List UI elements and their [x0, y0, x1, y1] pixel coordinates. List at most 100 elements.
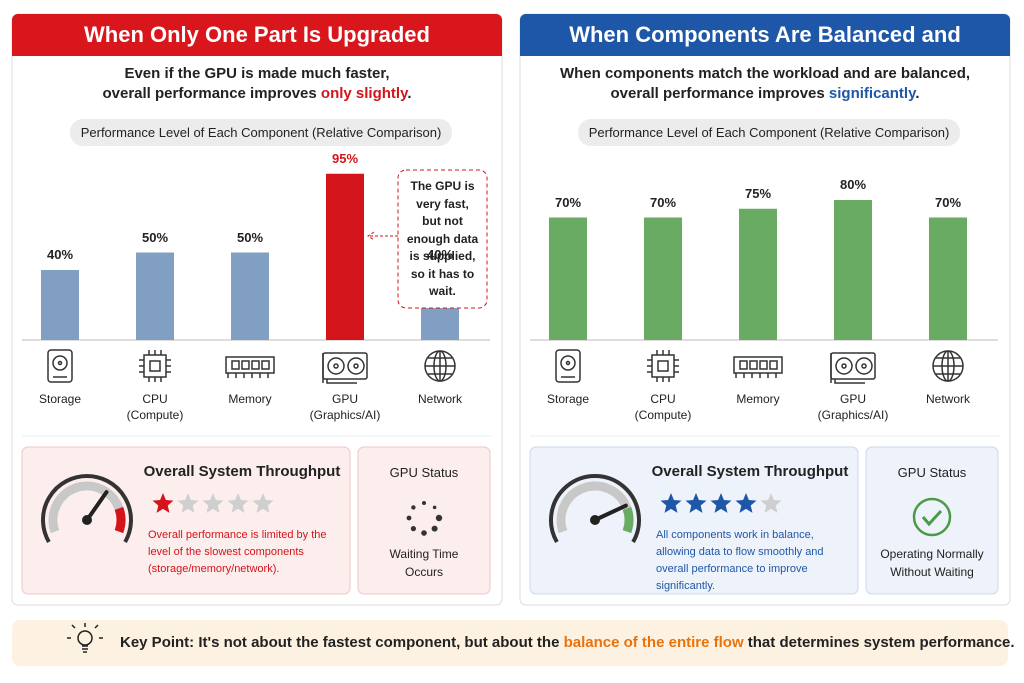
panel-header [520, 14, 1010, 56]
star [760, 493, 782, 513]
spinner-dot [432, 505, 437, 510]
chart-label: Performance Level of Each Component (Rel… [80, 125, 442, 140]
value-label: 50% [236, 229, 264, 245]
star [202, 493, 224, 513]
icon-part [347, 357, 365, 375]
category-label: Memory [736, 392, 780, 406]
icon-part [425, 351, 455, 381]
icon-part [227, 373, 269, 378]
annotation-arrow [367, 231, 398, 241]
value-label: 70% [554, 194, 582, 210]
subtitle-line: Even if the GPU is made much faster, [124, 65, 390, 82]
panel-title: When Only One Part Is Upgraded [84, 22, 430, 47]
text-span: . [407, 85, 412, 102]
spinner-dot [435, 514, 443, 522]
icon-part [769, 360, 778, 370]
summary-title: Overall System Throughput [143, 463, 341, 480]
icon-part [739, 360, 748, 370]
bar [739, 208, 777, 340]
icon-part [647, 350, 679, 382]
text-span: overall performance improves [610, 85, 829, 102]
category-label: GPU (Graphics/AI) [817, 392, 889, 422]
bulb [77, 630, 93, 646]
star [710, 493, 732, 513]
icon-part [353, 363, 359, 369]
icon-part [749, 360, 758, 370]
category-label: Storage [38, 392, 82, 406]
spinner-dot [422, 501, 426, 505]
bar [326, 173, 364, 340]
gauge-zone [556, 481, 632, 534]
icon-part [327, 357, 345, 375]
text-span: significantly [828, 85, 916, 102]
value-label: 80% [839, 177, 867, 192]
value-label: 40% [426, 247, 454, 262]
icon-part [735, 373, 777, 378]
status-text: Waiting Time Occurs [389, 547, 459, 579]
subtitle-line: When components match the workload and a… [559, 65, 971, 82]
icon-part [322, 353, 357, 384]
spinner-dot [410, 526, 416, 532]
key-point-label: Key Point: [120, 634, 195, 651]
component-icon [139, 350, 171, 382]
component-icon [733, 356, 783, 378]
bar [644, 217, 682, 340]
category-label: Storage [546, 392, 590, 406]
key-point-text: It's not about the fastest component, bu… [194, 634, 564, 651]
value-label: 70% [649, 194, 677, 210]
gauge-zone [114, 506, 126, 534]
status-title: GPU Status [897, 465, 967, 480]
icon-part [861, 363, 867, 369]
bar [929, 217, 967, 340]
check-circle [912, 497, 952, 537]
icon-part [225, 356, 275, 374]
icon-part [933, 351, 963, 381]
icon-part [841, 363, 847, 369]
component-icon [322, 352, 368, 384]
spinner-dot [406, 515, 412, 521]
chart-label: Performance Level of Each Component (Rel… [588, 125, 950, 140]
value-label: 70% [934, 194, 962, 210]
star [252, 493, 274, 513]
icon-part [835, 357, 853, 375]
spinner-dot [431, 525, 438, 532]
gauge-needle [593, 503, 628, 522]
key-point-box [12, 620, 1008, 666]
icon-part [139, 350, 171, 382]
value-label: 40% [46, 247, 74, 262]
gauge-hub [590, 515, 600, 525]
panel-header [12, 14, 502, 56]
icon-part [149, 360, 161, 372]
gauge-arc [41, 474, 133, 543]
summary-box [21, 446, 351, 595]
component-icon [47, 349, 73, 383]
status-text: Operating Normally Without Waiting [880, 547, 984, 579]
gauge-zone [48, 481, 124, 534]
icon-part [560, 355, 576, 371]
subtitle-line: overall performance improves only slight… [12, 85, 502, 102]
summary-title: Overall System Throughput [651, 463, 849, 480]
bulb-base [67, 623, 103, 653]
spinner-dot [421, 530, 427, 536]
star [660, 493, 682, 513]
annotation-box [397, 169, 488, 309]
bar [549, 217, 587, 340]
gauge-hub [82, 515, 92, 525]
component-icon [647, 350, 679, 382]
component-icon [424, 350, 456, 382]
icon-part [251, 360, 260, 370]
summary-text: All components work in balance, allowing… [656, 529, 824, 592]
icon-part [565, 360, 571, 366]
category-label: CPU (Compute) [634, 392, 692, 422]
component-icon [555, 349, 581, 383]
text-span: . [915, 85, 920, 102]
component-icon [932, 350, 964, 382]
category-label: Memory [228, 392, 272, 406]
component-icon [830, 352, 876, 384]
icon-part [261, 360, 270, 370]
spinner-dot [411, 505, 416, 510]
gauge-zone [622, 506, 634, 534]
text-span: only slightly [320, 85, 408, 102]
value-label: 75% [744, 185, 772, 201]
